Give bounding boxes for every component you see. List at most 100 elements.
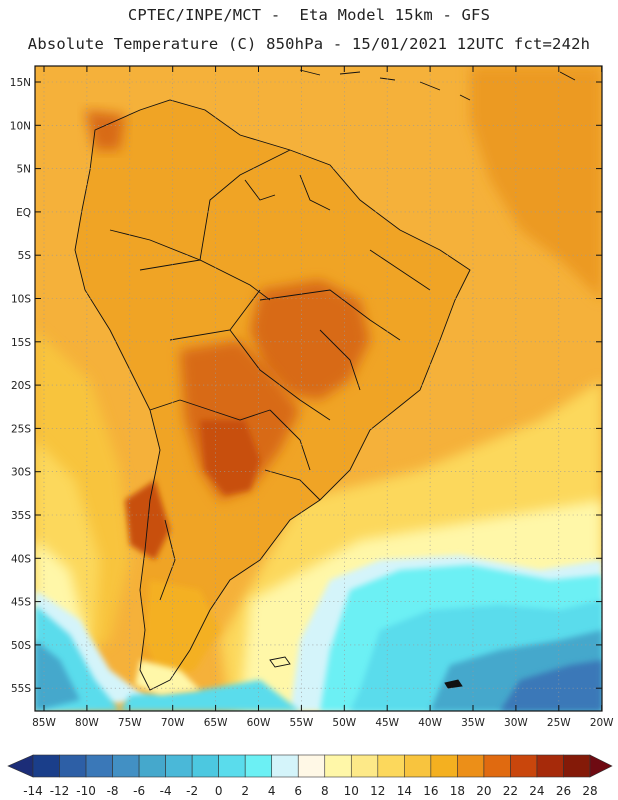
colorbar-swatch: [244, 754, 273, 778]
title-line-2: Absolute Temperature (C) 850hPa - 15/01/…: [27, 35, 591, 53]
colorbar-swatch: [271, 754, 299, 778]
lon-label: 55W: [290, 717, 314, 729]
colorbar-swatch: [85, 754, 113, 778]
colorbar-label: -12: [50, 784, 70, 798]
lat-label: 25S: [11, 423, 31, 435]
colorbar-label: 12: [370, 784, 385, 798]
lat-label: 30S: [11, 467, 31, 479]
border-1: [139, 259, 271, 301]
colorbar-swatch: [377, 754, 405, 778]
colorbar-label: -14: [23, 784, 43, 798]
colorbar-label: 22: [503, 784, 518, 798]
colorbar-right-arrow: [589, 754, 613, 778]
falklands: [269, 656, 291, 668]
colorbar-swatch: [483, 754, 511, 778]
border-15: [299, 174, 331, 211]
lon-label: 70W: [161, 717, 185, 729]
border-13: [159, 519, 176, 601]
colorbar-label: 20: [476, 784, 491, 798]
colorbar-label: -8: [107, 784, 119, 798]
lon-label: 75W: [118, 717, 142, 729]
colorbar-label: -2: [186, 784, 198, 798]
colorbar-label: 26: [556, 784, 571, 798]
lat-label: 15N: [10, 77, 31, 89]
country-borders: [74, 99, 471, 691]
lat-label: 10S: [11, 294, 31, 306]
brazil-hot: [250, 280, 370, 400]
lat-label: 5S: [18, 250, 32, 262]
colorbar-swatch: [32, 754, 60, 778]
lon-label: 30W: [504, 717, 528, 729]
title-line-1: CPTEC/INPE/MCT - Eta Model 15km - GFS: [127, 6, 491, 24]
south-georgia: [444, 679, 463, 689]
lon-label: 20W: [590, 717, 614, 729]
colorbar-label: 2: [241, 784, 249, 798]
lon-label: 60W: [247, 717, 271, 729]
latitude-labels: 15N 10N 5N EQ 5S 10S 15S 20S 25S 30S 35S 40S 45S 50S 5…: [10, 77, 32, 695]
colorbar-swatch: [510, 754, 538, 778]
colorbar-label: -4: [160, 784, 172, 798]
lat-label: 20S: [11, 380, 31, 392]
colorbar-swatch: [536, 754, 564, 778]
colorbar-label: -10: [76, 784, 96, 798]
border-12: [369, 249, 431, 291]
colorbar-label: -6: [133, 784, 145, 798]
lat-label: 45S: [11, 597, 31, 609]
argentina-hot: [200, 420, 260, 495]
lat-label: EQ: [16, 207, 31, 219]
border-6: [179, 399, 271, 421]
colorbar-swatch: [457, 754, 485, 778]
colorbar-left-arrow: [7, 754, 34, 778]
colorbar-label: 8: [321, 784, 329, 798]
plot-frame: [34, 65, 603, 712]
border-11: [319, 329, 361, 391]
colorbar-label: 24: [529, 784, 544, 798]
colorbar-swatch: [404, 754, 432, 778]
border-10: [259, 289, 401, 341]
border-5: [229, 329, 331, 421]
longitude-labels: 85W 80W 75W 70W 65W 60W 55W 50W 45W 40W 35W 30W 25W 2…: [32, 717, 614, 729]
colorbar-swatch: [165, 754, 193, 778]
tick-marks: [35, 66, 603, 711]
coastline: [74, 99, 471, 691]
border-7: [149, 399, 181, 411]
colorbar-label: 0: [215, 784, 223, 798]
border-3: [109, 229, 201, 261]
tierra-del-fuego-pale: [135, 660, 200, 695]
colorbar-label: 18: [450, 784, 465, 798]
colorbar-swatch: [430, 754, 458, 778]
border-8: [269, 409, 311, 471]
colorbar-swatch: [324, 754, 352, 778]
colorbar-label: 6: [294, 784, 302, 798]
border-9: [264, 469, 321, 501]
colorbar: [7, 754, 613, 778]
border-14: [244, 179, 276, 201]
colorbar-swatch: [350, 754, 379, 778]
colorbar-swatch: [563, 754, 591, 778]
lon-label: 25W: [547, 717, 571, 729]
colorbar-swatch: [138, 754, 166, 778]
lat-label: 15S: [11, 337, 31, 349]
lon-label: 50W: [332, 717, 356, 729]
andes-hot: [125, 480, 170, 560]
lat-label: 5N: [16, 164, 31, 176]
colorbar-labels: -14 -12 -10 -8 -6 -4 -2 0 2 4 6 8 10 12 14 16 18 20 22 24 26…: [23, 784, 597, 798]
lon-label: 80W: [75, 717, 99, 729]
north-atlantic-warm: [470, 66, 602, 300]
lon-label: 45W: [375, 717, 399, 729]
lon-label: 35W: [461, 717, 485, 729]
drake-cold: [120, 680, 300, 711]
colorbar-label: 10: [344, 784, 359, 798]
colorbar-swatch: [112, 754, 140, 778]
cold-patch-west-blue: [35, 640, 80, 711]
colombia-hot: [85, 110, 125, 150]
colorbar-label: 14: [397, 784, 412, 798]
patagonia-mild: [145, 580, 220, 680]
lon-label: 65W: [204, 717, 228, 729]
cold-patch-east-deep: [500, 660, 602, 711]
colorbar-label: 16: [423, 784, 438, 798]
lat-label: 50S: [11, 640, 31, 652]
lat-label: 10N: [10, 120, 31, 132]
lat-label: 55S: [11, 683, 31, 695]
